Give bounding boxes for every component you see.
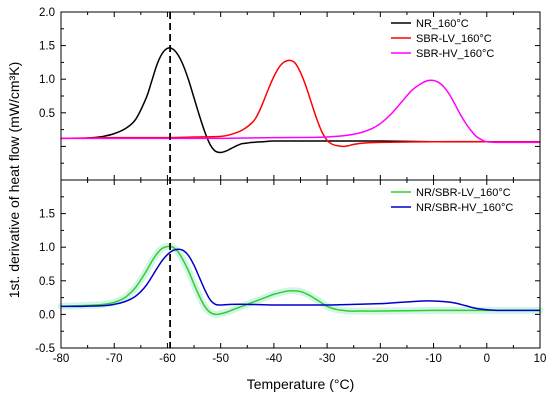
legends: NR_160°C SBR-LV_160°C SBR-HV_160°C NR/SBR-L…: [391, 18, 513, 214]
x-tick-labels: -80 -70 -60 -50 -40 -30 -20 -10 0 10: [53, 353, 547, 365]
y-tick-label: 0.5: [39, 276, 55, 288]
y-tick-labels: -0.5 0.0 0.5 1.0 1.5 2.0 0.5 1.0 1.5: [35, 7, 55, 355]
x-tick-label: -30: [319, 353, 336, 365]
legend-entry-1-0: NR/SBR-LV_160°C: [416, 187, 511, 199]
x-tick-label: -70: [106, 353, 123, 365]
x-tick-label: 0: [484, 353, 490, 365]
series-layer: [60, 47, 540, 316]
y-tick-label-top: 1.5: [39, 41, 55, 53]
y-tick-label-top: 0.5: [39, 108, 55, 120]
y-tick-label: 1.0: [39, 242, 55, 254]
legend-entry-1-1: NR/SBR-HV_160°C: [416, 202, 513, 214]
y-tick-label: 1.5: [39, 209, 55, 221]
series-line-0-0: [82, 47, 540, 154]
y-axis-title: 1st. derivative of heat flow (mW/cm³K): [6, 62, 22, 299]
tick-marks: [60, 11, 541, 349]
legend-entry-0-1: SBR-LV_160°C: [416, 33, 492, 45]
x-tick-label: -60: [159, 353, 176, 365]
legend-entry-0-2: SBR-HV_160°C: [416, 48, 494, 60]
x-tick-label: -10: [425, 353, 442, 365]
series-line-0-1: [60, 59, 540, 148]
series-line-1-1: [60, 248, 540, 312]
x-tick-label: -80: [53, 353, 70, 365]
series-line-1-0: [60, 245, 540, 316]
y-tick-label-top: 1.0: [39, 74, 55, 86]
series-line-0-2: [61, 79, 540, 144]
x-tick-label: -40: [266, 353, 283, 365]
x-axis-title: Temperature (°C): [247, 376, 355, 392]
y-tick-label: -0.5: [35, 343, 55, 355]
y-tick-label: 0.0: [39, 309, 55, 321]
legend-entry-0-0: NR_160°C: [416, 18, 469, 30]
x-tick-label: -20: [372, 353, 389, 365]
x-tick-label: 10: [534, 353, 547, 365]
y-tick-label: 2.0: [39, 7, 55, 19]
x-tick-label: -50: [212, 353, 229, 365]
